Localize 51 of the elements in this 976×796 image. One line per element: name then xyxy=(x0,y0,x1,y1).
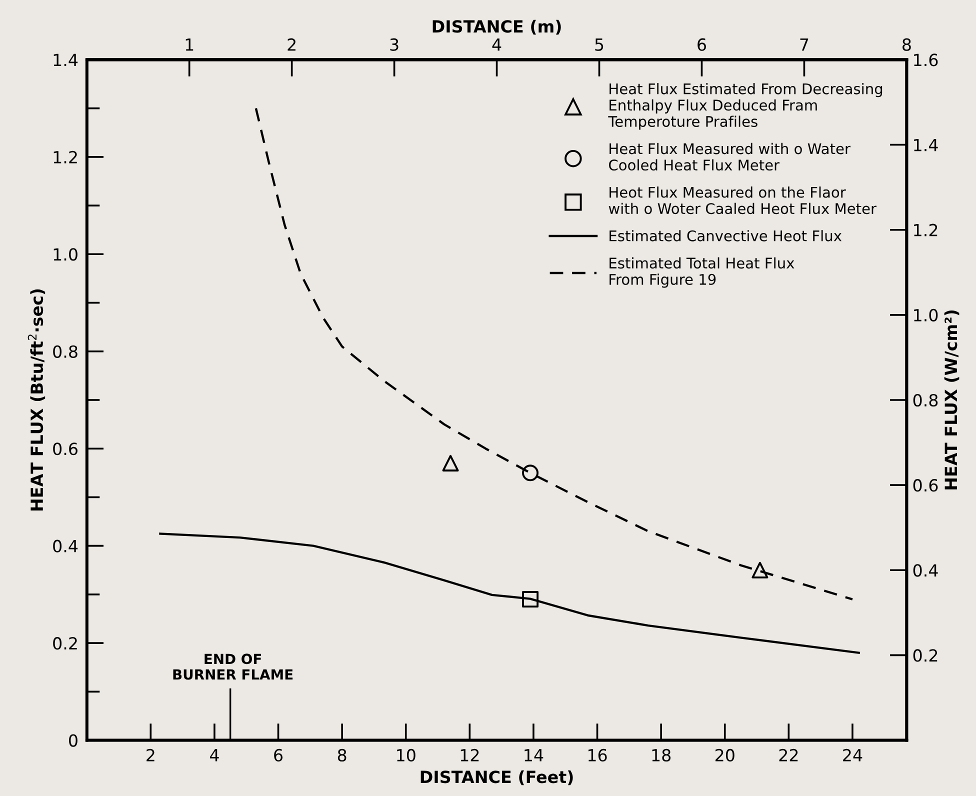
y2-tick-label: 0.2 xyxy=(913,649,938,662)
y-tick-label: 0.4 xyxy=(53,540,78,552)
point xyxy=(752,562,768,578)
x-tick-label: 2 xyxy=(146,748,154,762)
x-axis-title: DISTANCE (Feet) xyxy=(420,770,573,786)
x2-tick-label: 5 xyxy=(595,38,604,51)
legend-label: Estimated Total Heat Flux From Figure 19 xyxy=(610,257,794,288)
annotation: END OF BURNER FLAME xyxy=(173,654,293,680)
x-tick-label: 22 xyxy=(779,748,798,762)
y2-axis-title: HEAT FLUX (W/cm²) xyxy=(944,310,960,490)
x2-tick-label: 2 xyxy=(288,38,296,51)
y2-tick-label: 1.4 xyxy=(914,138,938,152)
x2-tick-label: 3 xyxy=(390,38,398,51)
y-tick-label: 0.8 xyxy=(53,345,78,358)
y2-tick-label: 0.4 xyxy=(913,564,938,577)
y-tick-label: 0.6 xyxy=(53,442,78,456)
y-tick-label: 1.0 xyxy=(54,248,78,261)
x-tick-label: 4 xyxy=(210,749,219,762)
legend-label: Heat Flux Measured with o Water Cooled Heat Flux Meter xyxy=(609,142,850,171)
x-tick-label: 6 xyxy=(274,748,283,762)
x-tick-label: 24 xyxy=(843,748,862,762)
y2-tick-label: 0.8 xyxy=(913,394,938,407)
point xyxy=(442,454,459,472)
x-tick-label: 10 xyxy=(397,748,416,762)
x2-axis-title: DISTANCE (m) xyxy=(432,20,561,35)
y2-tick-label: 1.6 xyxy=(914,54,938,66)
x2-tick-label: 7 xyxy=(800,38,808,51)
y-tick-label: 1.4 xyxy=(54,54,78,66)
y-tick-label: 0 xyxy=(69,734,78,747)
y-axis-title: HEAT FLUX (Btu/ft$^{2}$·sec) xyxy=(28,289,46,511)
y-tick-label: 0.2 xyxy=(53,637,77,650)
point xyxy=(522,464,539,482)
x-tick-label: 14 xyxy=(524,749,544,762)
x2-tick-label: 1 xyxy=(186,38,194,51)
x-tick-label: 16 xyxy=(588,748,607,762)
x-tick-label: 8 xyxy=(338,748,346,762)
point xyxy=(522,591,539,608)
legend-label: Heat Flux Estimated From Decreasing Enthalpy Flux Deduced Fram Temperoture Prafiles xyxy=(608,83,882,130)
x-tick-label: 12 xyxy=(460,748,479,762)
y2-tick-label: 1.0 xyxy=(914,308,938,322)
x-tick-label: 18 xyxy=(652,748,671,762)
y2-tick-label: 1.2 xyxy=(914,224,938,236)
legend-label: Estimated Canvective Heot Flux xyxy=(610,230,842,242)
x-tick-label: 20 xyxy=(715,748,734,762)
x2-tick-label: 6 xyxy=(698,38,706,51)
x2-tick-label: 8 xyxy=(902,38,911,51)
legend-label: Heot Flux Measured on the Flaor with o Woter Caaled Heot Flux Meter xyxy=(608,186,876,214)
line-series xyxy=(159,532,860,654)
y2-tick-label: 0.6 xyxy=(913,479,938,492)
x2-tick-label: 4 xyxy=(492,38,502,51)
y-tick-label: 1.2 xyxy=(54,150,77,164)
